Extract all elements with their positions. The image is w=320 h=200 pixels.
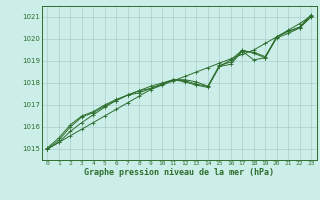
X-axis label: Graphe pression niveau de la mer (hPa): Graphe pression niveau de la mer (hPa) xyxy=(84,168,274,177)
